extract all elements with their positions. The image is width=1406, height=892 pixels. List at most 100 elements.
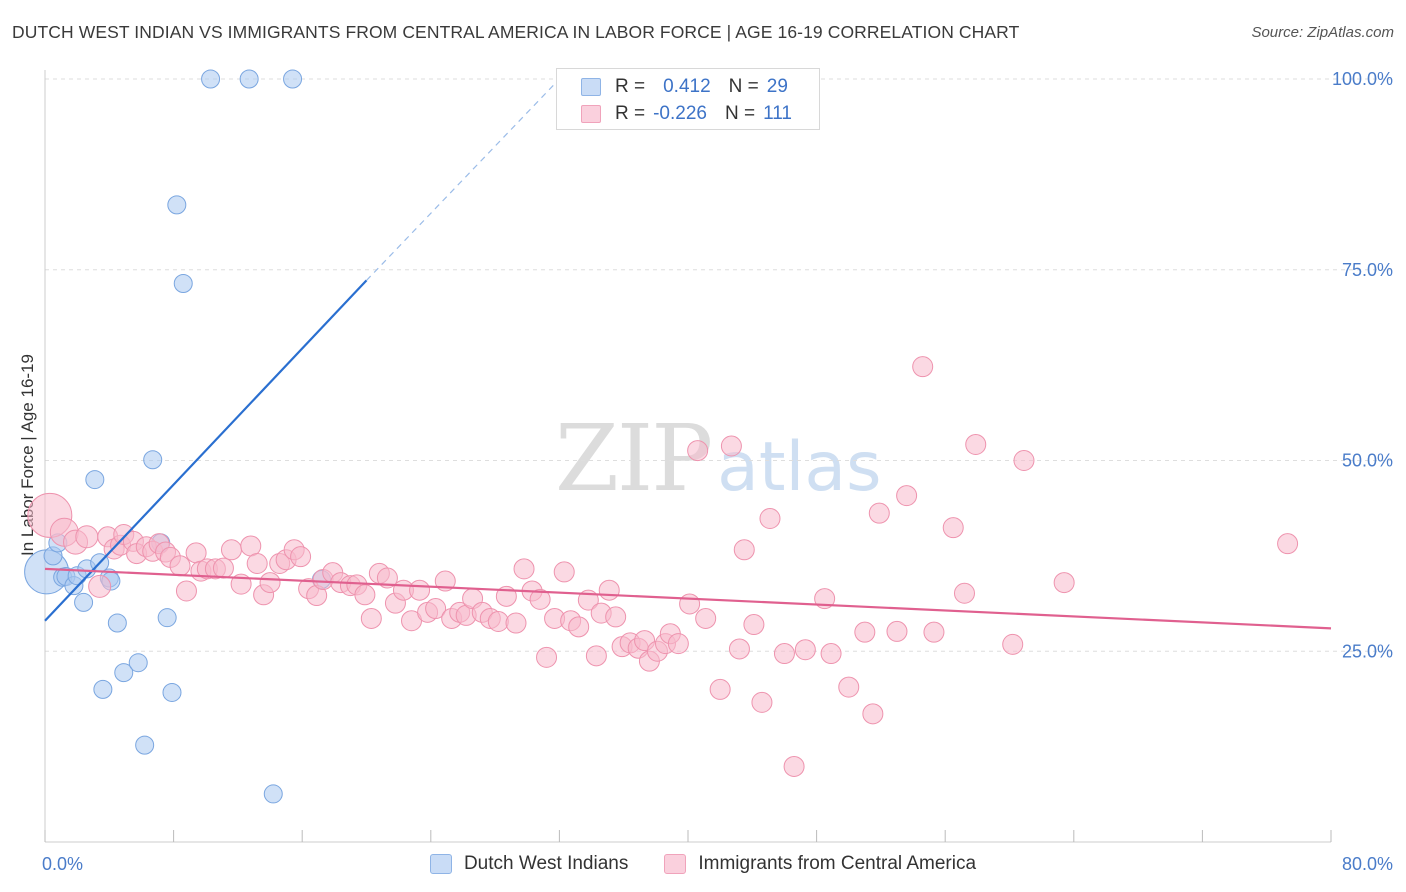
central-america-point (838, 676, 860, 698)
central-america-point (605, 606, 627, 628)
central-america-point (598, 579, 620, 601)
central-america-point (868, 502, 890, 524)
central-america-point (687, 440, 709, 462)
dutch-point (157, 608, 177, 628)
central-america-point (169, 555, 191, 577)
dutch-point (167, 195, 187, 215)
central-america-point (505, 612, 527, 634)
central-america-point (585, 645, 607, 667)
chart-title: DUTCH WEST INDIAN VS IMMIGRANTS FROM CEN… (12, 22, 1020, 42)
central-america-point (536, 646, 558, 668)
central-america-point (733, 539, 755, 561)
legend-swatch-central-america (664, 854, 687, 874)
central-america-point (953, 582, 975, 604)
central-america-point (1277, 533, 1299, 555)
central-america-point (240, 535, 262, 557)
n-key: N = (724, 103, 756, 124)
central-america-point (75, 525, 99, 549)
central-america-point (220, 539, 242, 561)
dutch-point (239, 69, 259, 89)
central-america-point (425, 598, 447, 620)
legend-swatch-central-america (581, 105, 601, 123)
r-value: 0.412 (663, 76, 711, 97)
dutch-point (283, 69, 303, 89)
central-america-point (376, 567, 398, 589)
central-america-point (912, 356, 934, 378)
dutch-point (93, 679, 113, 699)
central-america-point (529, 588, 551, 610)
central-america-point (783, 755, 805, 777)
central-america-point (886, 620, 908, 642)
central-america-point (487, 610, 509, 632)
dutch-point (114, 663, 134, 683)
central-america-point (896, 485, 918, 507)
dutch-point (107, 613, 127, 633)
central-america-point (862, 703, 884, 725)
legend-item-dutch: Dutch West Indians (429, 853, 628, 875)
central-america-point (290, 546, 312, 568)
n-value: 111 (763, 103, 792, 124)
central-america-point (1002, 633, 1024, 655)
n-key: N = (728, 76, 759, 97)
n-value: 29 (766, 76, 788, 97)
central-america-point (679, 593, 701, 615)
central-america-point (743, 614, 765, 636)
r-key: R = (615, 76, 646, 97)
central-america-point (942, 517, 964, 539)
r-value: -0.226 (653, 103, 707, 124)
y-tick-label: 50.0% (1342, 451, 1393, 471)
central-america-point (259, 572, 281, 594)
dutch-point (143, 450, 163, 470)
central-america-point (728, 638, 750, 660)
y-tick-label: 100.0% (1332, 69, 1393, 89)
stats-row-central-america: R = -0.226 N = 111 (581, 102, 792, 126)
stats-row-dutch: R = 0.412 N = 29 (581, 75, 788, 99)
central-america-point (695, 607, 717, 629)
central-america-point (88, 574, 112, 598)
legend-label-central-america: Immigrants from Central America (698, 853, 977, 874)
central-america-point (354, 584, 376, 606)
dutch-point (263, 784, 283, 804)
central-america-point (854, 621, 876, 643)
central-america-point (246, 553, 268, 575)
dutch-point (173, 273, 193, 293)
central-america-point (773, 643, 795, 665)
central-america-point (751, 691, 773, 713)
dutch-point (135, 735, 155, 755)
central-america-point (553, 561, 575, 583)
central-america-point (923, 621, 945, 643)
central-america-point (667, 633, 689, 655)
dutch-point (74, 592, 94, 612)
x-tick-label: 0.0% (42, 854, 83, 874)
central-america-point (1013, 450, 1035, 471)
dutch-point (201, 69, 221, 89)
dutch-point (85, 470, 105, 490)
central-america-point (409, 579, 431, 601)
central-america-point (175, 580, 197, 602)
central-america-point (965, 433, 987, 455)
dutch-point (162, 682, 182, 702)
source-label: Source: ZipAtlas.com (1251, 24, 1394, 41)
central-america-point (568, 616, 590, 638)
legend-swatch-dutch (581, 78, 601, 96)
central-america-point (1053, 572, 1075, 594)
central-america-point (513, 558, 535, 580)
x-tick-label: 80.0% (1342, 854, 1393, 874)
r-key: R = (615, 103, 646, 124)
series-legend: Dutch West Indians Immigrants from Centr… (0, 851, 1406, 877)
central-america-point (212, 557, 234, 579)
y-tick-label: 75.0% (1342, 260, 1393, 280)
central-america-point (820, 643, 842, 665)
central-america-point (709, 678, 731, 700)
central-america-point (720, 435, 742, 457)
y-tick-label: 25.0% (1342, 641, 1393, 661)
central-america-point (759, 507, 781, 529)
dutch-point (128, 653, 148, 673)
central-america-trend-line (44, 567, 1332, 630)
legend-swatch-dutch (429, 854, 452, 874)
dutch-trend-line (44, 279, 368, 622)
dutch-trend-extension (366, 78, 560, 281)
stats-legend: R = 0.412 N = 29 R = -0.226 N = 111 (556, 68, 820, 130)
legend-item-central-america: Immigrants from Central America (664, 853, 976, 875)
